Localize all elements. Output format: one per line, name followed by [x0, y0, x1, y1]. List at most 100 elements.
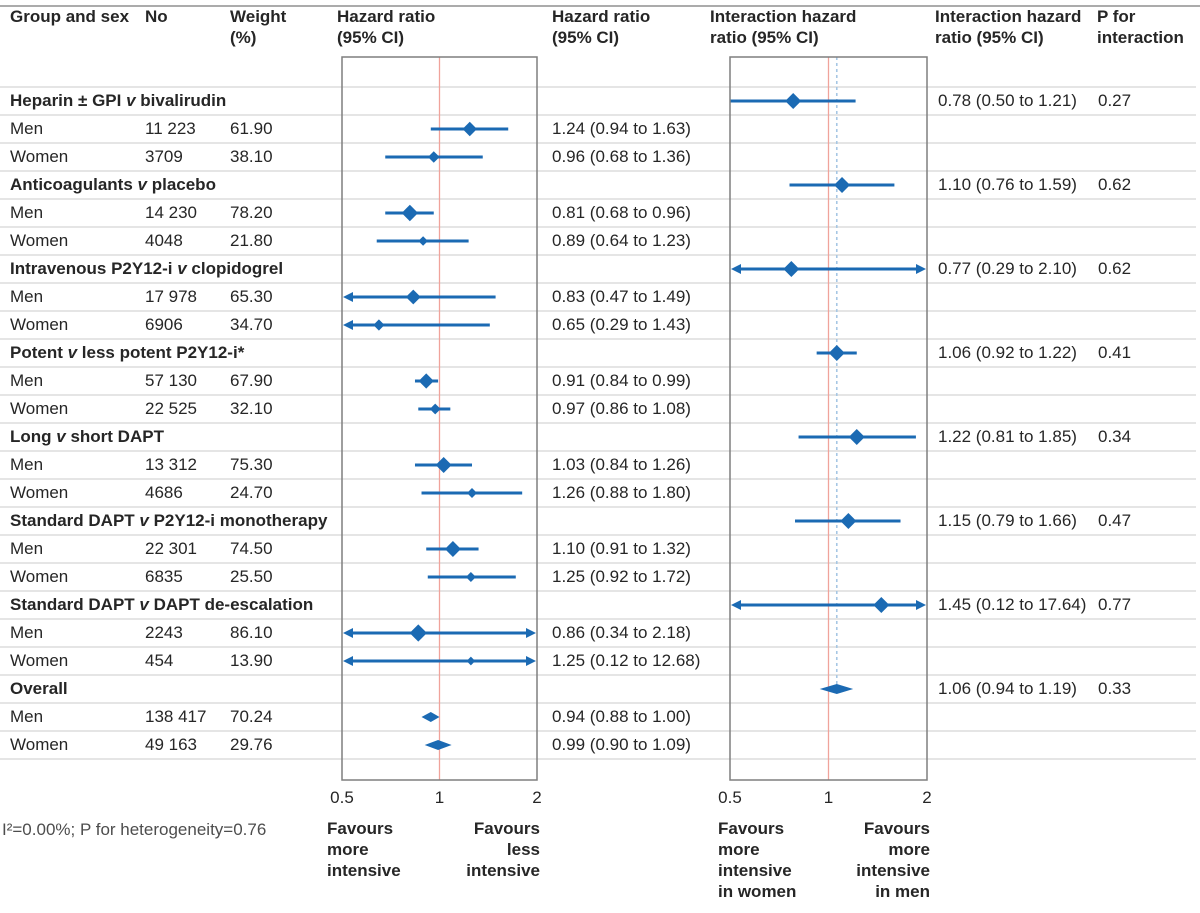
weight-percent: 75.30 — [230, 455, 273, 474]
sex-label: Women — [10, 651, 69, 670]
weight-percent: 38.10 — [230, 147, 273, 166]
group-label: Standard DAPT v P2Y12-i monotherapy — [10, 511, 328, 530]
hr-ci-text: 0.89 (0.64 to 1.23) — [552, 231, 691, 250]
versus-italic: v — [126, 91, 136, 110]
hr-ci-text: 1.10 (0.91 to 1.32) — [552, 539, 691, 558]
axis-tick-label: 1 — [823, 788, 834, 807]
interaction-hr-ci-text: 1.45 (0.12 to 17.64) — [938, 595, 1087, 614]
axis-tick-label: 0.5 — [718, 788, 742, 807]
point-estimate-diamond — [828, 345, 845, 361]
p-interaction-value: 0.33 — [1098, 679, 1132, 698]
plot-frame — [341, 56, 538, 781]
sex-label: Men — [10, 539, 44, 558]
heterogeneity-footnote: I²=0.00%; P for heterogeneity=0.76 — [2, 820, 267, 839]
patient-count: 11 223 — [145, 119, 196, 138]
sex-label: Women — [10, 567, 69, 586]
point-estimate-diamond — [435, 456, 452, 474]
weight-percent: 34.70 — [230, 315, 273, 334]
patient-count: 4048 — [145, 231, 183, 250]
patient-count: 3709 — [145, 147, 183, 166]
point-estimate-diamond — [418, 373, 434, 389]
weight-percent: 70.24 — [230, 707, 273, 726]
point-estimate-diamond — [418, 236, 428, 246]
column-header-hr-text: Hazard ratio (95% CI) — [552, 7, 651, 47]
hr-ci-text: 1.25 (0.92 to 1.72) — [552, 567, 691, 586]
point-estimate-diamond — [467, 488, 477, 498]
column-header-p-interaction: P for interaction — [1097, 7, 1184, 47]
weight-percent: 21.80 — [230, 231, 273, 250]
weight-percent: 67.90 — [230, 371, 273, 390]
hr-ci-text: 0.81 (0.68 to 0.96) — [552, 203, 691, 222]
column-header-ihr-text: Interaction hazard ratio (95% CI) — [935, 7, 1082, 47]
axis-tick-label: 2 — [922, 788, 932, 807]
sex-label: Women — [10, 315, 69, 334]
plot-frame — [729, 56, 928, 781]
patient-count: 4686 — [145, 483, 183, 502]
hr-ci-text: 1.25 (0.12 to 12.68) — [552, 651, 701, 670]
point-estimate-diamond — [427, 151, 440, 163]
p-interaction-value: 0.47 — [1098, 511, 1132, 530]
interaction-hr-ci-text: 1.10 (0.76 to 1.59) — [938, 175, 1077, 194]
sex-label: Men — [10, 707, 44, 726]
summary-diamond — [819, 684, 854, 694]
column-header-hr-plot: Hazard ratio (95% CI) — [337, 7, 436, 47]
ci-arrow-left — [343, 292, 353, 302]
group-label: Anticoagulants v placebo — [10, 175, 216, 194]
patient-count: 6835 — [145, 567, 183, 586]
p-interaction-value: 0.77 — [1098, 595, 1132, 614]
axis-tick-label: 1 — [434, 788, 445, 807]
sex-label: Women — [10, 483, 69, 502]
ci-arrow-left — [731, 600, 741, 610]
p-interaction-value: 0.62 — [1098, 175, 1132, 194]
ci-arrow-left — [731, 264, 741, 274]
patient-count: 14 230 — [145, 203, 197, 222]
group-label: Standard DAPT v DAPT de-escalation — [10, 595, 314, 614]
interaction-hr-ci-text: 0.78 (0.50 to 1.21) — [938, 91, 1077, 110]
versus-italic: v — [177, 259, 187, 278]
weight-percent: 29.76 — [230, 735, 273, 754]
interaction-hr-ci-text: 1.15 (0.79 to 1.66) — [938, 511, 1077, 530]
point-estimate-diamond — [785, 93, 802, 109]
column-header-no: No — [145, 7, 168, 26]
versus-italic: v — [67, 343, 78, 362]
sex-label: Women — [10, 399, 69, 418]
point-estimate-diamond — [873, 597, 890, 613]
versus-italic: v — [139, 595, 149, 614]
sex-label: Men — [10, 371, 44, 390]
favours-left-label-hr: Favours more intensive — [327, 819, 401, 880]
versus-italic: v — [137, 175, 147, 194]
point-estimate-diamond — [429, 403, 441, 415]
point-estimate-diamond — [834, 177, 851, 193]
hr-ci-text: 1.03 (0.84 to 1.26) — [552, 455, 691, 474]
point-estimate-diamond — [466, 656, 476, 666]
point-estimate-diamond — [848, 429, 865, 445]
summary-diamond — [421, 712, 440, 722]
patient-count: 17 978 — [145, 287, 197, 306]
sex-label: Women — [10, 231, 69, 250]
ci-arrow-right — [916, 264, 926, 274]
weight-percent: 32.10 — [230, 399, 273, 418]
weight-percent: 74.50 — [230, 539, 273, 558]
point-estimate-diamond — [373, 319, 385, 331]
sex-label: Men — [10, 455, 44, 474]
patient-count: 6906 — [145, 315, 183, 334]
sex-label: Men — [10, 203, 44, 222]
hr-ci-text: 0.96 (0.68 to 1.36) — [552, 147, 691, 166]
p-interaction-value: 0.34 — [1098, 427, 1132, 446]
hr-ci-text: 1.26 (0.88 to 1.80) — [552, 483, 691, 502]
favours-right-label-ihr: Favours more intensive in men — [856, 819, 930, 901]
patient-count: 22 301 — [145, 539, 197, 558]
hr-ci-text: 0.97 (0.86 to 1.08) — [552, 399, 691, 418]
group-label: Overall — [10, 679, 68, 698]
group-label: Potent v less potent P2Y12-i* — [10, 343, 245, 362]
weight-percent: 25.50 — [230, 567, 273, 586]
versus-italic: v — [56, 427, 66, 446]
point-estimate-diamond — [444, 541, 461, 557]
sex-label: Men — [10, 119, 44, 138]
weight-percent: 78.20 — [230, 203, 273, 222]
sex-label: Women — [10, 147, 69, 166]
p-interaction-value: 0.27 — [1098, 91, 1132, 110]
point-estimate-diamond — [409, 624, 427, 642]
interaction-hr-ci-text: 1.06 (0.92 to 1.22) — [938, 343, 1077, 362]
